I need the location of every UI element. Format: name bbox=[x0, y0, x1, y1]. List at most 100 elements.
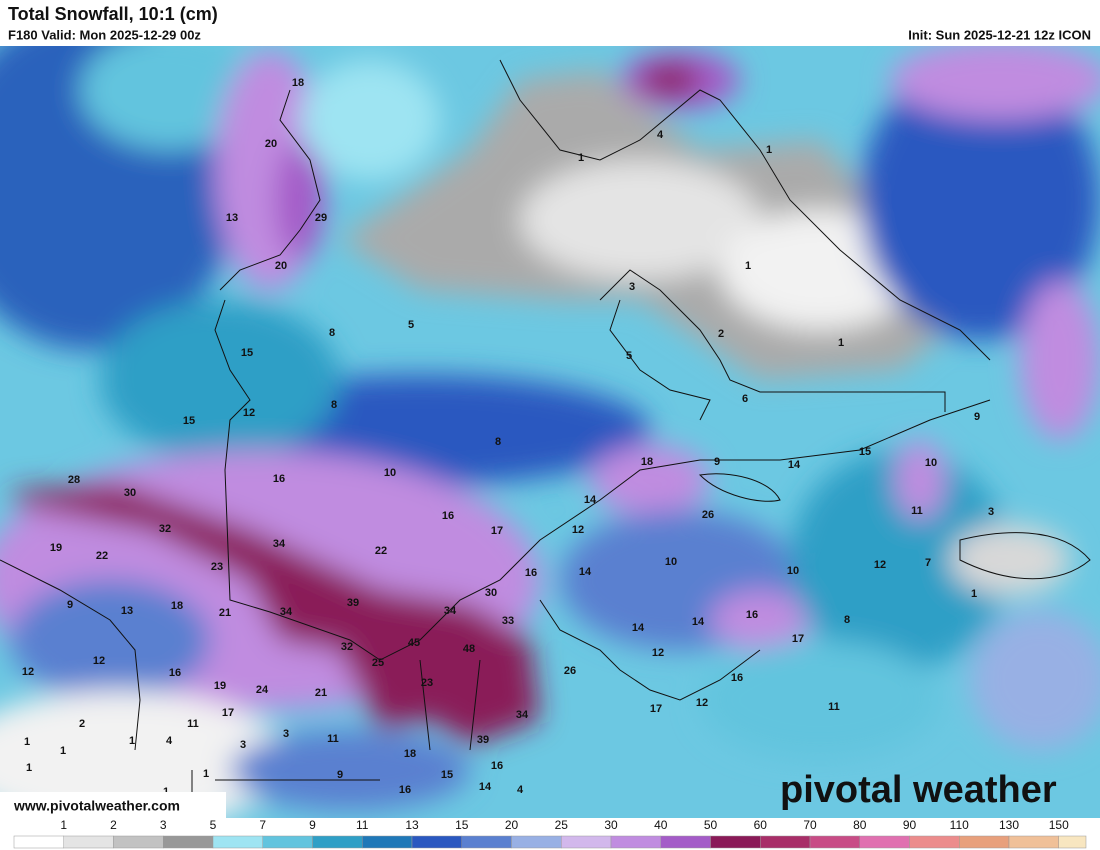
snow-label: 16 bbox=[169, 667, 181, 679]
legend-tick-label: 70 bbox=[803, 818, 817, 832]
snow-label: 21 bbox=[315, 687, 327, 699]
legend-swatch bbox=[511, 835, 562, 849]
snow-label: 1 bbox=[26, 762, 32, 774]
snow-label: 21 bbox=[219, 607, 231, 619]
legend-swatch bbox=[909, 835, 960, 849]
legend-tick-label: 50 bbox=[704, 818, 718, 832]
legend-tick-label: 90 bbox=[903, 818, 917, 832]
legend-swatch bbox=[212, 835, 263, 849]
snow-label: 14 bbox=[579, 566, 592, 578]
snow-label: 2 bbox=[718, 328, 724, 340]
snow-label: 1 bbox=[24, 736, 30, 748]
snow-label: 34 bbox=[280, 606, 293, 618]
snow-label: 4 bbox=[517, 784, 524, 796]
snow-label: 32 bbox=[341, 641, 353, 653]
legend-tick-label: 30 bbox=[604, 818, 618, 832]
snow-label: 9 bbox=[974, 411, 980, 423]
snow-label: 16 bbox=[442, 510, 454, 522]
snow-label: 26 bbox=[564, 665, 576, 677]
snow-label: 15 bbox=[183, 415, 195, 427]
legend-swatch bbox=[959, 835, 1010, 849]
snow-label: 17 bbox=[650, 703, 662, 715]
snow-label: 12 bbox=[652, 647, 664, 659]
snow-label: 12 bbox=[22, 666, 34, 678]
snow-label: 24 bbox=[256, 684, 269, 696]
snow-label: 13 bbox=[226, 212, 238, 224]
legend-tick-label: 7 bbox=[259, 818, 266, 832]
snow-label: 2 bbox=[79, 718, 85, 730]
snow-label: 1 bbox=[203, 768, 209, 780]
legend-swatch bbox=[113, 835, 164, 849]
legend-tick-label: 40 bbox=[654, 818, 668, 832]
snow-label: 3 bbox=[629, 281, 635, 293]
legend-tick-label: 9 bbox=[309, 818, 316, 832]
snow-label: 18 bbox=[404, 748, 416, 760]
legend-swatch bbox=[610, 835, 661, 849]
snow-label: 3 bbox=[283, 728, 289, 740]
snow-label: 15 bbox=[441, 769, 453, 781]
legend-tick-label: 20 bbox=[505, 818, 519, 832]
valid-time: F180 Valid: Mon 2025-12-29 00z bbox=[8, 27, 201, 42]
snow-label: 16 bbox=[273, 473, 285, 485]
snow-label: 9 bbox=[67, 599, 73, 611]
legend-swatch bbox=[859, 835, 910, 849]
snow-label: 9 bbox=[337, 769, 343, 781]
snow-label: 12 bbox=[93, 655, 105, 667]
snow-label: 14 bbox=[788, 459, 801, 471]
legend-tick-label: 150 bbox=[1049, 818, 1069, 832]
legend-swatch bbox=[1008, 835, 1059, 849]
legend-swatch bbox=[660, 835, 711, 849]
snow-label: 29 bbox=[315, 212, 327, 224]
snow-label: 6 bbox=[742, 393, 748, 405]
header-bar bbox=[0, 0, 1100, 46]
snow-label: 17 bbox=[491, 525, 503, 537]
legend-tick-label: 110 bbox=[950, 818, 969, 832]
snow-label: 26 bbox=[702, 509, 714, 521]
snow-label: 25 bbox=[372, 657, 384, 669]
snow-label: 12 bbox=[874, 559, 886, 571]
legend-tick-label: 25 bbox=[555, 818, 569, 832]
snow-label: 12 bbox=[572, 524, 584, 536]
snow-label: 19 bbox=[214, 680, 226, 692]
snow-label: 22 bbox=[375, 545, 387, 557]
snow-label: 15 bbox=[859, 446, 871, 458]
snow-label: 18 bbox=[641, 456, 653, 468]
snow-label: 16 bbox=[731, 672, 743, 684]
legend-tick-label: 130 bbox=[999, 818, 1019, 832]
snow-label: 1 bbox=[971, 588, 977, 600]
snow-label: 14 bbox=[632, 622, 645, 634]
snow-label: 10 bbox=[787, 565, 799, 577]
snow-label: 32 bbox=[159, 523, 171, 535]
init-time: Init: Sun 2025-12-21 12z ICON bbox=[908, 27, 1091, 42]
snow-label: 22 bbox=[96, 550, 108, 562]
snow-label: 10 bbox=[384, 467, 396, 479]
snow-label: 4 bbox=[166, 735, 173, 747]
legend-tick-label: 3 bbox=[160, 818, 167, 832]
legend-swatch bbox=[710, 835, 761, 849]
snow-label: 11 bbox=[327, 733, 339, 745]
site-url: www.pivotalweather.com bbox=[13, 798, 180, 814]
snow-label: 15 bbox=[241, 347, 253, 359]
snow-label: 18 bbox=[292, 77, 304, 89]
snow-label: 10 bbox=[665, 556, 677, 568]
legend-swatch bbox=[760, 835, 811, 849]
snow-label: 45 bbox=[408, 637, 420, 649]
legend-tick-label: 15 bbox=[455, 818, 469, 832]
snow-label: 10 bbox=[925, 457, 937, 469]
snow-label: 11 bbox=[187, 718, 199, 730]
snow-label: 4 bbox=[657, 129, 664, 141]
legend-swatch bbox=[809, 835, 860, 849]
snow-label: 39 bbox=[477, 734, 489, 746]
snow-label: 7 bbox=[925, 557, 931, 569]
snow-label: 14 bbox=[584, 494, 597, 506]
snow-label: 14 bbox=[692, 616, 705, 628]
snow-label: 11 bbox=[911, 505, 923, 517]
snow-label: 20 bbox=[265, 138, 277, 150]
snow-label: 30 bbox=[124, 487, 136, 499]
snow-label: 5 bbox=[626, 350, 632, 362]
snow-label: 23 bbox=[421, 677, 433, 689]
snow-label: 8 bbox=[844, 614, 850, 626]
